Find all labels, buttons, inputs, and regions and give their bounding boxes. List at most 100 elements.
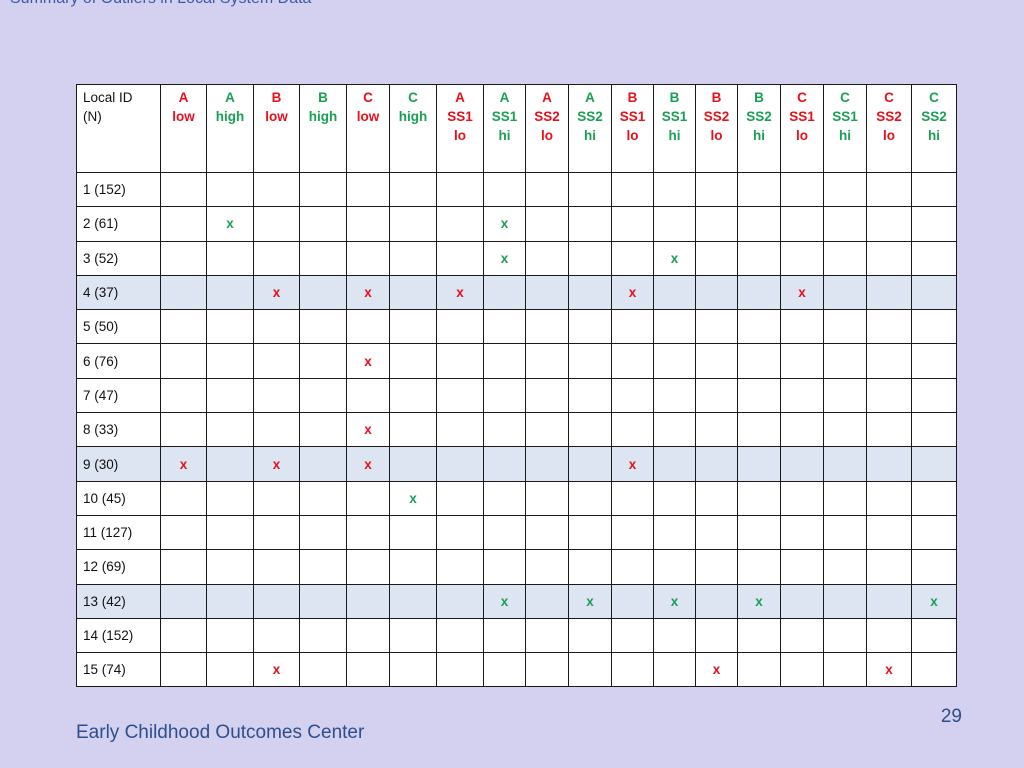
outlier-mark-cell: x (483, 240, 526, 276)
outlier-mark-cell: x (695, 652, 738, 688)
column-header-c-ss1-hi: C SS1 hi (823, 84, 867, 173)
empty-cell (436, 480, 484, 516)
empty-cell (568, 343, 612, 379)
empty-cell (653, 206, 696, 242)
empty-cell (253, 171, 300, 208)
empty-cell (611, 549, 654, 585)
local-id-cell: 8 (33) (76, 412, 161, 448)
header-line: B (627, 90, 638, 105)
empty-cell (525, 652, 569, 688)
table-row: 7 (47) (76, 377, 957, 414)
empty-cell (568, 514, 612, 551)
empty-cell (299, 309, 347, 345)
empty-cell (737, 377, 781, 414)
outlier-mark-cell: x (253, 652, 300, 688)
empty-cell (389, 549, 437, 585)
empty-cell (389, 309, 437, 345)
outlier-mark-cell: x (611, 446, 654, 482)
empty-cell (866, 343, 912, 379)
empty-cell (866, 549, 912, 585)
empty-cell (483, 514, 526, 551)
empty-cell (346, 549, 390, 585)
empty-cell (436, 652, 484, 688)
empty-cell (389, 171, 437, 208)
empty-cell (525, 206, 569, 242)
empty-cell (389, 240, 437, 276)
empty-cell (568, 309, 612, 345)
header-line: C (408, 90, 418, 105)
empty-cell (911, 343, 957, 379)
empty-cell (160, 206, 207, 242)
empty-cell (483, 343, 526, 379)
empty-cell (346, 480, 390, 516)
column-header-c-ss1-lo: C SS1 lo (780, 84, 824, 173)
table-row: 11 (127) (76, 514, 957, 551)
header-line: SS2 (577, 109, 603, 124)
empty-cell (206, 377, 254, 414)
empty-cell (525, 343, 569, 379)
column-header-a-ss2-lo: A SS2 lo (525, 84, 569, 173)
header-line: hi (839, 128, 851, 143)
empty-cell (206, 343, 254, 379)
empty-cell (866, 514, 912, 551)
header-line: A (542, 90, 552, 105)
outlier-mark-cell: x (436, 274, 484, 311)
empty-cell (206, 309, 254, 345)
empty-cell (911, 377, 957, 414)
empty-cell (737, 309, 781, 345)
outlier-mark-cell: x (568, 583, 612, 619)
empty-cell (737, 343, 781, 379)
empty-cell (911, 480, 957, 516)
empty-cell (866, 480, 912, 516)
outlier-mark-cell: x (346, 412, 390, 448)
empty-cell (568, 652, 612, 688)
table-row: 8 (33) x (76, 412, 957, 448)
empty-cell (483, 309, 526, 345)
empty-cell (653, 652, 696, 688)
empty-cell (160, 309, 207, 345)
empty-cell (483, 171, 526, 208)
empty-cell (911, 549, 957, 585)
empty-cell (483, 617, 526, 654)
outlier-mark-cell: x (346, 343, 390, 379)
empty-cell (160, 171, 207, 208)
empty-cell (568, 480, 612, 516)
local-id-cell: 10 (45) (76, 480, 161, 516)
column-header-b-ss2-lo: B SS2 lo (695, 84, 738, 173)
empty-cell (823, 549, 867, 585)
empty-cell (206, 171, 254, 208)
empty-cell (525, 377, 569, 414)
empty-cell (737, 549, 781, 585)
column-header-c-ss2-lo: C SS2 lo (866, 84, 912, 173)
empty-cell (823, 652, 867, 688)
empty-cell (346, 377, 390, 414)
empty-cell (823, 617, 867, 654)
empty-cell (253, 549, 300, 585)
empty-cell (780, 171, 824, 208)
empty-cell (253, 412, 300, 448)
empty-cell (695, 171, 738, 208)
empty-cell (483, 480, 526, 516)
header-line: A (585, 90, 595, 105)
header-line: high (308, 109, 338, 124)
empty-cell (611, 206, 654, 242)
header-line: C (929, 90, 939, 105)
empty-cell (866, 377, 912, 414)
local-id-cell: 13 (42) (76, 583, 161, 619)
empty-cell (823, 240, 867, 276)
empty-cell (823, 343, 867, 379)
empty-cell (436, 309, 484, 345)
empty-cell (611, 240, 654, 276)
empty-cell (823, 309, 867, 345)
empty-cell (611, 480, 654, 516)
header-line: (N) (83, 109, 102, 124)
header-line: high (215, 109, 245, 124)
local-id-cell: 6 (76) (76, 343, 161, 379)
local-id-cell: 11 (127) (76, 514, 161, 551)
empty-cell (866, 240, 912, 276)
header-line: high (398, 109, 428, 124)
empty-cell (823, 583, 867, 619)
table-row: 9 (30) x x x x (76, 446, 957, 482)
empty-cell (823, 480, 867, 516)
outlier-mark-cell: x (346, 274, 390, 311)
